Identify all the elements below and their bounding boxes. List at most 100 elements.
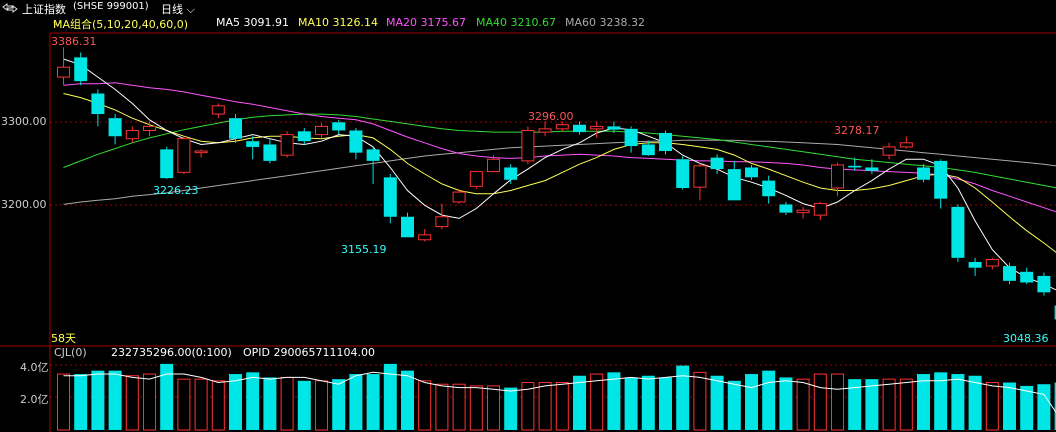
candle-body (469, 171, 483, 187)
candle (1020, 267, 1034, 285)
candle (125, 126, 139, 143)
volume-bar (538, 382, 552, 431)
volume-bar (383, 363, 397, 430)
candle (246, 136, 260, 160)
candle-body (297, 131, 311, 142)
volume-bar (280, 376, 294, 431)
annotation-high: 3386.31 (51, 35, 97, 48)
candle-body (865, 167, 879, 171)
candle (951, 204, 965, 262)
volume-bar (263, 377, 277, 430)
candle-body (280, 134, 294, 156)
instrument-name: 上证指数 (22, 3, 66, 16)
volume-bar (435, 383, 449, 431)
candle (1037, 272, 1051, 296)
candle (624, 126, 638, 153)
volume-bar (1054, 382, 1056, 430)
candle (521, 126, 535, 165)
candle-body (383, 177, 397, 217)
candle-body (624, 128, 638, 147)
volume-bar (143, 373, 156, 431)
volume-bar (366, 374, 380, 430)
candle-body (710, 157, 724, 170)
candle (796, 206, 810, 219)
volume-bar (1020, 385, 1034, 430)
volume-indicator-label[interactable]: CJL(0) (54, 346, 87, 359)
volume-bar (951, 374, 965, 430)
candle (57, 47, 70, 86)
ma5-line (63, 58, 1056, 291)
candle (555, 121, 569, 132)
candle-body (1037, 275, 1051, 293)
period-label: 日线 (161, 3, 183, 16)
candle (917, 164, 930, 183)
candle (882, 142, 896, 160)
candle (315, 123, 328, 138)
ma10-value: MA10 3126.14 (298, 16, 378, 29)
candle (831, 162, 844, 197)
volume-bar (917, 374, 930, 430)
candle-body (917, 167, 930, 180)
candle-body (573, 124, 586, 133)
candle-body (74, 57, 88, 82)
candle (934, 159, 948, 209)
candle (813, 201, 827, 221)
ma20-line (63, 82, 1056, 213)
volume-bar (160, 363, 174, 430)
volume-bar (108, 370, 122, 430)
volume-bar (194, 378, 208, 431)
candle (332, 119, 346, 135)
candle-body (315, 125, 328, 136)
volume-bar (332, 379, 346, 430)
instrument-code: (SHSE 999001) (73, 1, 149, 12)
candle (469, 170, 483, 189)
volume-bar (401, 370, 414, 430)
volume-bar (521, 382, 535, 431)
volume-value: 232735296.00(0:100) (111, 346, 232, 359)
candle-body (727, 169, 741, 201)
candle-body (263, 144, 277, 161)
candle-body (349, 130, 363, 153)
ma40-value: MA40 3210.67 (476, 16, 556, 29)
candle (452, 188, 466, 204)
volume-bar (848, 379, 862, 430)
volume-bar (727, 380, 741, 430)
candle-body (607, 126, 621, 130)
candle (985, 257, 999, 270)
candle-body (229, 118, 242, 139)
candle (641, 141, 655, 156)
volume-bar (779, 377, 793, 430)
candle-body (934, 160, 948, 199)
volume-bar (985, 382, 999, 431)
candle (968, 257, 982, 276)
candle-body (555, 124, 569, 130)
candle-body (745, 167, 758, 178)
candle (229, 114, 242, 143)
candle-body (951, 206, 965, 258)
candle (401, 212, 414, 238)
volume-bar (607, 372, 621, 430)
back-forward-arrows-icon[interactable] (2, 3, 18, 13)
annotation-low: 3155.19 (341, 243, 387, 256)
candle (745, 164, 758, 180)
candle (710, 154, 724, 175)
candle-body (125, 129, 139, 140)
candle-body (693, 165, 707, 188)
candle-body (246, 141, 260, 147)
candle-body (813, 203, 827, 216)
candle (779, 201, 793, 216)
candle (487, 155, 500, 173)
volume-bar (762, 370, 776, 430)
candle-body (211, 105, 225, 115)
title-bar: 上证指数 (SHSE 999001) 日线 ⌵ (0, 0, 1056, 16)
candle (74, 52, 88, 86)
volume-bar (1003, 382, 1016, 430)
candle (280, 131, 294, 158)
candle (194, 149, 208, 158)
moving-average-lines (63, 58, 1056, 291)
candle (297, 128, 311, 145)
period-selector[interactable]: 日线 ⌵ (161, 1, 195, 17)
annotation-high: 3278.17 (834, 124, 880, 137)
candle (366, 146, 380, 184)
